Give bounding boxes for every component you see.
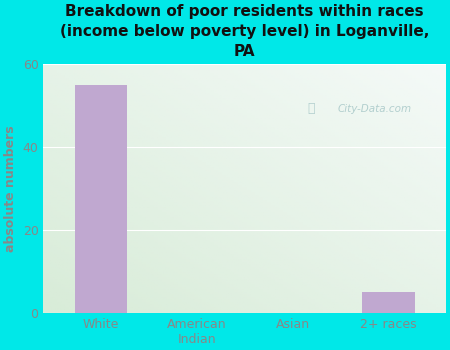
Title: Breakdown of poor residents within races
(income below poverty level) in Loganvi: Breakdown of poor residents within races…	[60, 4, 429, 59]
Bar	[362, 292, 415, 313]
Text: City-Data.com: City-Data.com	[337, 104, 411, 114]
Y-axis label: absolute numbers: absolute numbers	[4, 125, 17, 252]
Bar	[75, 85, 127, 313]
Text: ⓘ: ⓘ	[307, 103, 315, 116]
